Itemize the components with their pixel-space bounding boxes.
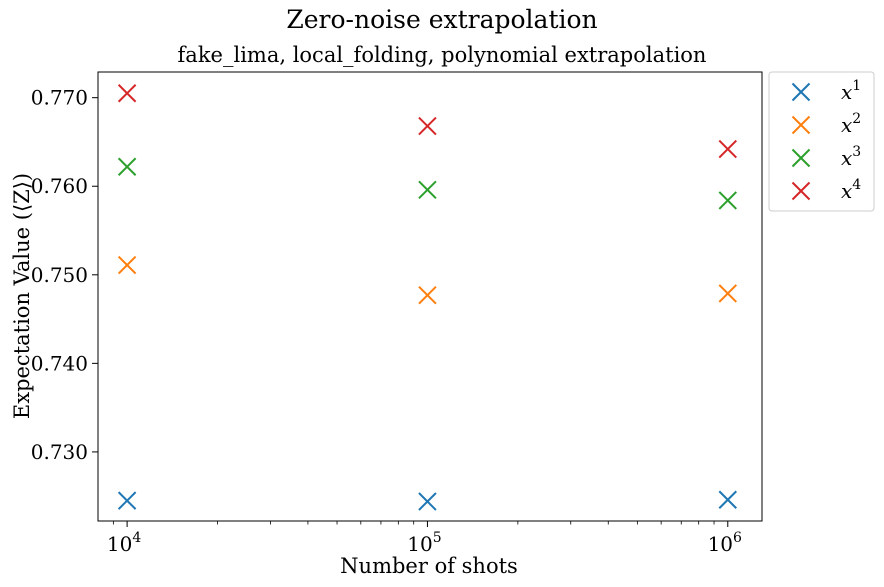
data-point-series-2: [718, 284, 737, 303]
data-point-series-3-stroke: [718, 191, 737, 210]
data-point-series-2: [418, 285, 437, 305]
data-point-series-4: [418, 116, 437, 136]
legend-marker-1: [791, 82, 811, 102]
plot-frame: [97, 71, 763, 522]
data-point-series-4-stroke: [418, 116, 437, 136]
data-point-series-2: [117, 255, 137, 275]
data-point-series-3: [418, 180, 437, 199]
y-tick-label: 0.750: [31, 263, 88, 287]
y-tick-label: 0.740: [31, 351, 88, 375]
data-point-series-2-stroke: [117, 255, 137, 275]
data-point-series-1: [718, 490, 737, 509]
legend-marker-3-stroke: [791, 148, 811, 168]
x-tick-label: 106: [708, 530, 742, 556]
legend-box: [768, 71, 875, 212]
data-point-series-2-stroke: [418, 285, 437, 305]
x-tick-label: 105: [407, 530, 441, 556]
data-point-series-3: [117, 157, 137, 176]
chart-title: Zero-noise extrapolation: [286, 5, 598, 34]
data-point-series-4: [117, 84, 137, 103]
data-point-series-3: [718, 191, 737, 210]
legend-marker-2-stroke: [791, 115, 811, 135]
data-point-series-3-stroke: [418, 180, 437, 199]
legend-marker-4: [791, 181, 811, 201]
data-point-series-1: [117, 491, 137, 510]
data-point-series-3-stroke: [117, 157, 137, 176]
y-tick-label: 0.760: [31, 174, 88, 198]
x-axis-label: Number of shots: [340, 554, 518, 578]
x-tick-label: 104: [107, 530, 141, 556]
y-axis-label: Expectation Value (⟨Z⟩): [10, 173, 34, 419]
chart-subtitle: fake_lima, local_folding, polynomial ext…: [177, 43, 707, 67]
data-point-series-4: [718, 139, 737, 159]
legend-marker-1-stroke: [791, 82, 811, 102]
legend-marker-2: [791, 115, 811, 135]
data-point-series-4-stroke: [718, 139, 737, 159]
y-tick-label: 0.770: [31, 86, 88, 110]
data-point-series-1: [418, 492, 437, 511]
legend-marker-3: [791, 148, 811, 168]
data-point-series-1-stroke: [117, 491, 137, 510]
y-tick-label: 0.730: [31, 440, 88, 464]
data-point-series-4-stroke: [117, 84, 137, 103]
data-point-series-1-stroke: [718, 490, 737, 509]
data-point-series-2-stroke: [718, 284, 737, 303]
legend-marker-4-stroke: [791, 181, 811, 201]
data-point-series-1-stroke: [418, 492, 437, 511]
